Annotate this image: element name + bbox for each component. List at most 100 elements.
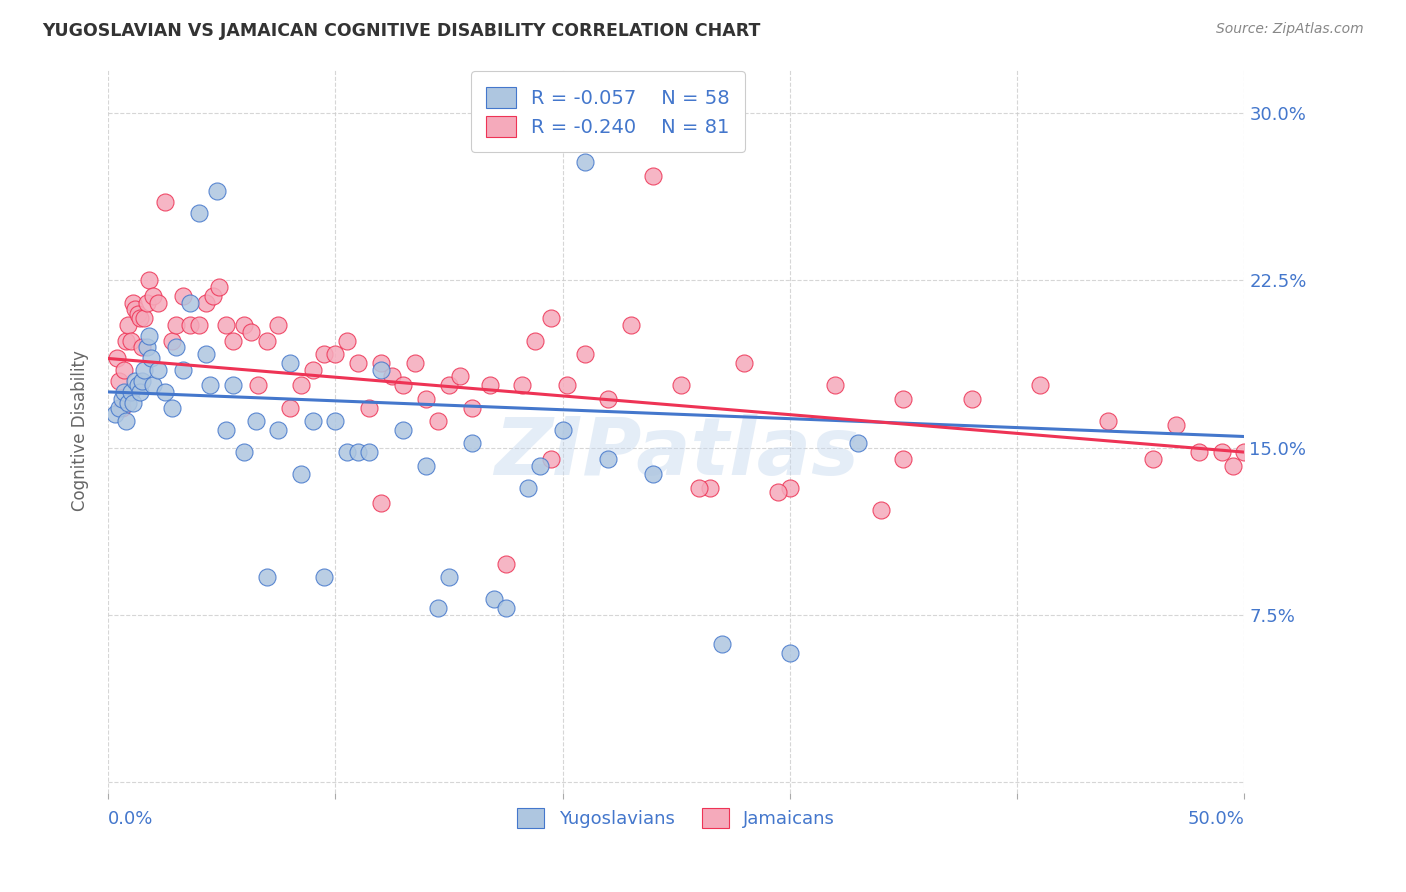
Point	[1188, 445, 1211, 459]
Point	[392, 423, 415, 437]
Point	[108, 401, 131, 415]
Point	[449, 369, 471, 384]
Point	[256, 334, 278, 348]
Point	[1142, 451, 1164, 466]
Point	[524, 334, 547, 348]
Point	[404, 356, 426, 370]
Point	[768, 485, 790, 500]
Point	[127, 378, 149, 392]
Point	[347, 445, 370, 459]
Point	[111, 392, 134, 406]
Point	[359, 401, 381, 415]
Point	[347, 356, 370, 370]
Point	[290, 467, 312, 482]
Point	[194, 295, 217, 310]
Point	[620, 318, 643, 332]
Point	[301, 362, 323, 376]
Point	[120, 384, 142, 399]
Point	[256, 570, 278, 584]
Point	[179, 295, 201, 310]
Point	[460, 401, 482, 415]
Point	[1222, 458, 1244, 473]
Point	[643, 169, 665, 183]
Point	[869, 503, 891, 517]
Point	[205, 184, 228, 198]
Point	[108, 374, 131, 388]
Point	[179, 318, 201, 332]
Point	[359, 445, 381, 459]
Point	[134, 362, 156, 376]
Point	[200, 378, 222, 392]
Point	[824, 378, 846, 392]
Point	[484, 592, 506, 607]
Point	[415, 458, 437, 473]
Point	[128, 311, 150, 326]
Point	[1097, 414, 1119, 428]
Point	[172, 289, 194, 303]
Point	[208, 280, 231, 294]
Point	[111, 401, 134, 415]
Point	[517, 481, 540, 495]
Point	[122, 295, 145, 310]
Point	[688, 481, 710, 495]
Point	[135, 340, 157, 354]
Point	[710, 637, 733, 651]
Text: Source: ZipAtlas.com: Source: ZipAtlas.com	[1216, 22, 1364, 37]
Point	[437, 570, 460, 584]
Text: 50.0%: 50.0%	[1188, 810, 1244, 828]
Point	[246, 378, 269, 392]
Point	[370, 496, 392, 510]
Point	[893, 392, 915, 406]
Text: YUGOSLAVIAN VS JAMAICAN COGNITIVE DISABILITY CORRELATION CHART: YUGOSLAVIAN VS JAMAICAN COGNITIVE DISABI…	[42, 22, 761, 40]
Point	[555, 378, 578, 392]
Point	[1233, 445, 1256, 459]
Point	[669, 378, 692, 392]
Point	[222, 334, 245, 348]
Point	[1166, 418, 1188, 433]
Point	[153, 384, 176, 399]
Point	[112, 384, 135, 399]
Point	[478, 378, 501, 392]
Point	[172, 362, 194, 376]
Point	[120, 334, 142, 348]
Point	[437, 378, 460, 392]
Point	[245, 414, 267, 428]
Point	[323, 347, 346, 361]
Point	[222, 378, 245, 392]
Point	[105, 351, 128, 366]
Point	[115, 414, 138, 428]
Point	[124, 374, 146, 388]
Point	[142, 378, 165, 392]
Point	[115, 334, 138, 348]
Point	[551, 423, 574, 437]
Point	[142, 289, 165, 303]
Point	[215, 318, 238, 332]
Point	[138, 329, 160, 343]
Point	[370, 356, 392, 370]
Point	[540, 451, 562, 466]
Point	[596, 451, 619, 466]
Point	[233, 445, 256, 459]
Point	[392, 378, 415, 392]
Point	[127, 307, 149, 321]
Point	[1211, 445, 1233, 459]
Point	[146, 362, 169, 376]
Point	[187, 318, 209, 332]
Point	[510, 378, 533, 392]
Point	[122, 396, 145, 410]
Point	[415, 392, 437, 406]
Point	[1029, 378, 1052, 392]
Point	[495, 557, 517, 571]
Point	[733, 356, 755, 370]
Point	[312, 570, 335, 584]
Point	[893, 451, 915, 466]
Point	[240, 325, 263, 339]
Point	[112, 362, 135, 376]
Point	[160, 334, 183, 348]
Point	[278, 401, 301, 415]
Text: ZIPatlas: ZIPatlas	[494, 414, 859, 491]
Point	[323, 414, 346, 428]
Point	[301, 414, 323, 428]
Point	[779, 646, 801, 660]
Point	[104, 407, 127, 421]
